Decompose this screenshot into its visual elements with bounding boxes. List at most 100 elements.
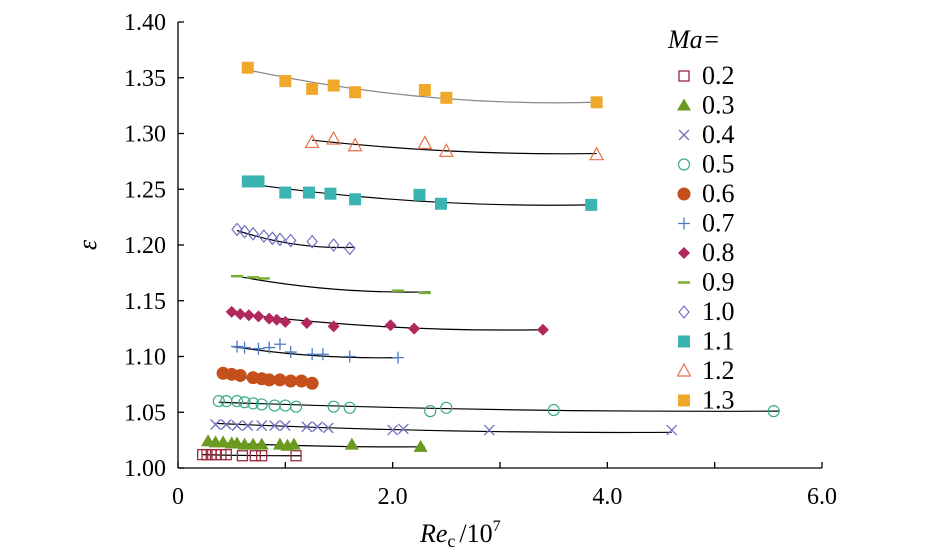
- legend-marker-ma-1.1: [678, 335, 690, 348]
- x-tick-label: 0: [172, 484, 184, 510]
- point-ma-0.6: [294, 374, 308, 388]
- point-ma-0.8: [536, 323, 549, 336]
- point-ma-1.3: [241, 61, 254, 74]
- point-ma-0.3: [254, 437, 269, 450]
- y-tick-label: 1.05: [124, 400, 166, 426]
- fit-line-ma-1.1: [247, 183, 592, 206]
- x-tick-label: 4.0: [592, 484, 622, 510]
- point-ma-0.8: [263, 312, 276, 325]
- fit-line-ma-0.4: [215, 422, 672, 434]
- legend-marker-ma-0.8: [678, 247, 690, 259]
- point-ma-0.3: [286, 437, 301, 450]
- point-ma-1.2: [347, 137, 363, 152]
- x-axis-title-exp: 7: [493, 518, 501, 535]
- legend-marker-ma-1.2: [676, 362, 692, 377]
- point-ma-0.7: [252, 342, 265, 355]
- legend-label-ma-0.2: 0.2: [702, 61, 735, 90]
- point-ma-1.2: [304, 134, 320, 149]
- y-tick-label: 1.35: [124, 66, 166, 92]
- point-ma-0.2: [220, 448, 232, 461]
- point-ma-0.5: [238, 396, 251, 409]
- point-ma-0.3: [413, 439, 428, 452]
- point-ma-0.7: [392, 351, 405, 364]
- legend-label-ma-1.1: 1.1: [702, 327, 735, 356]
- y-ticks: 1.00 1.05 1.10 1.15 1.20 1.25 1.30 1.35 1.40: [124, 10, 184, 482]
- point-ma-1.2: [438, 143, 454, 157]
- point-ma-0.5: [220, 395, 233, 408]
- legend-label-ma-1.2: 1.2: [702, 356, 735, 385]
- point-ma-0.8: [327, 320, 340, 333]
- point-ma-0.5: [327, 400, 340, 413]
- point-ma-1.3: [418, 84, 431, 97]
- point-ma-0.4: [220, 419, 232, 430]
- point-ma-0.5: [279, 399, 292, 412]
- point-ma-0.6: [273, 373, 287, 387]
- point-ma-0.6: [233, 368, 247, 382]
- point-ma-0.3: [216, 435, 231, 448]
- x-tick-label: 2.0: [378, 484, 408, 510]
- x-ticks: 0 2.0 4.0 6.0: [172, 462, 837, 510]
- point-ma-0.3: [344, 437, 359, 450]
- point-ma-0.7: [238, 341, 251, 354]
- point-ma-1.3: [279, 75, 292, 88]
- point-ma-0.8: [225, 305, 238, 318]
- point-ma-0.4: [210, 419, 222, 430]
- legend-marker-ma-0.3: [677, 98, 691, 111]
- point-ma-1.0: [343, 241, 356, 256]
- point-ma-0.8: [384, 319, 397, 332]
- point-ma-1.0: [231, 222, 243, 237]
- point-ma-1.1: [585, 198, 598, 211]
- y-axis-title: ε: [73, 239, 102, 250]
- x-axis-title-sub: c: [447, 531, 455, 551]
- point-ma-0.5: [343, 401, 356, 414]
- point-ma-0.5: [547, 403, 560, 417]
- point-ma-0.4: [483, 424, 495, 436]
- point-ma-1.2: [326, 130, 342, 145]
- y-tick-label: 1.30: [124, 122, 166, 148]
- point-ma-0.4: [301, 421, 313, 433]
- point-ma-0.5: [255, 398, 268, 411]
- legend-marker-ma-0.4: [678, 129, 690, 141]
- fit-line-ma-1.2: [312, 139, 597, 155]
- legend-marker-ma-0.5: [677, 158, 691, 171]
- point-ma-1.3: [327, 79, 340, 92]
- legend-label-ma-0.7: 0.7: [702, 209, 735, 238]
- point-ma-0.5: [767, 405, 780, 418]
- point-ma-0.7: [306, 348, 319, 361]
- point-ma-1.1: [413, 188, 426, 201]
- point-ma-0.5: [247, 397, 260, 410]
- legend-label-ma-0.6: 0.6: [702, 179, 735, 208]
- point-ma-0.2: [236, 450, 249, 462]
- point-ma-0.7: [343, 350, 356, 363]
- point-ma-1.3: [306, 82, 319, 95]
- legend-marker-ma-0.7: [678, 217, 690, 230]
- point-ma-0.8: [242, 309, 255, 322]
- point-ma-0.2: [256, 450, 268, 462]
- point-ma-0.4: [387, 424, 399, 436]
- x-tick-label: 6.0: [807, 484, 837, 510]
- point-ma-0.8: [300, 317, 313, 330]
- y-tick-label: 1.25: [124, 177, 166, 203]
- point-ma-1.3: [349, 86, 362, 99]
- point-ma-1.1: [434, 197, 447, 210]
- point-ma-0.5: [424, 405, 437, 418]
- point-ma-0.7: [316, 348, 329, 361]
- point-ma-0.8: [234, 308, 247, 321]
- point-ma-0.8: [270, 313, 283, 326]
- fit-line-ma-1.0: [236, 229, 356, 249]
- fit-line-ma-0.2: [202, 454, 302, 457]
- legend-marker-ma-0.6: [677, 187, 691, 201]
- point-ma-1.0: [274, 232, 286, 247]
- point-ma-0.4: [312, 421, 323, 433]
- point-ma-0.6: [284, 374, 298, 388]
- point-ma-1.2: [417, 135, 433, 150]
- point-ma-0.5: [289, 400, 303, 413]
- legend-marker-ma-0.2: [678, 70, 690, 82]
- legend-label-ma-0.5: 0.5: [702, 150, 735, 179]
- y-tick-label: 1.40: [124, 10, 166, 36]
- point-ma-0.8: [252, 310, 265, 323]
- point-ma-0.5: [230, 395, 244, 408]
- legend-marker-ma-1.0: [678, 305, 690, 319]
- y-tick-label: 1.15: [124, 289, 166, 315]
